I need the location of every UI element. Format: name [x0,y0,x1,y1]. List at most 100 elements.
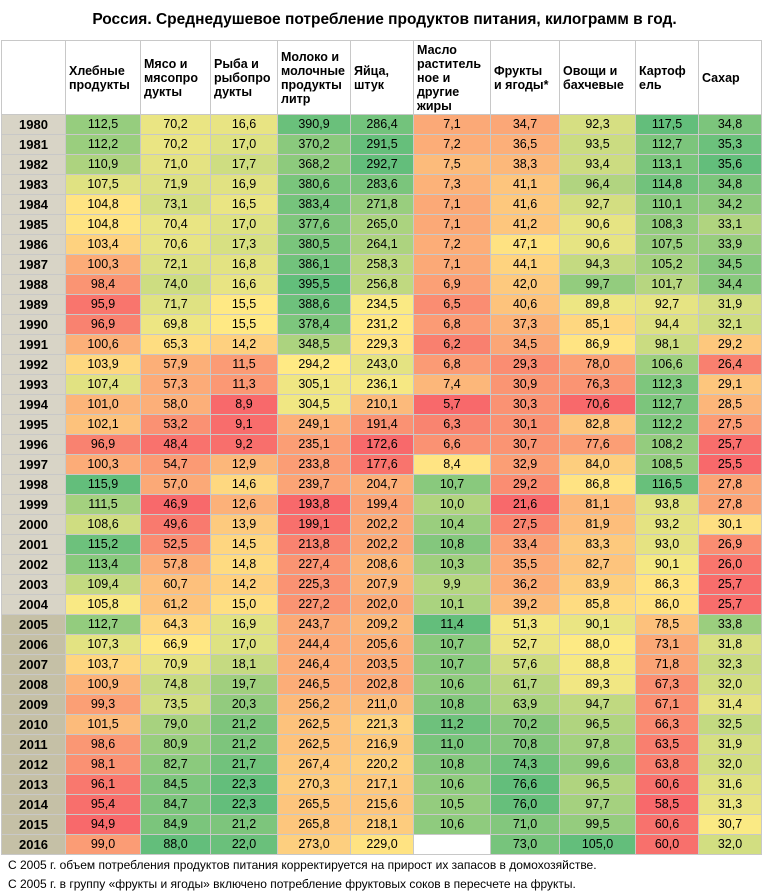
value-cell: 246,4 [277,654,351,675]
value-cell: 34,5 [698,254,762,275]
table-row: 2015 94,9 84,9 21,2 265,8 218,1 10,6 71,0 99,5 60… [1,814,762,835]
value-cell: 57,6 [490,654,560,675]
value-cell: 27,8 [698,494,762,515]
value-cell: 11,2 [413,714,491,735]
value-cell: 98,1 [65,754,141,775]
value-cell: 112,2 [635,414,699,435]
value-cell: 57,9 [140,354,211,375]
value-cell: 16,6 [210,274,278,295]
value-cell: 26,0 [698,554,762,575]
value-cell: 89,3 [559,674,636,695]
value-cell: 103,7 [65,654,141,675]
value-cell: 77,6 [559,434,636,455]
value-cell: 273,0 [277,834,351,855]
value-cell: 227,4 [277,554,351,575]
value-cell: 5,7 [413,394,491,415]
value-cell: 207,9 [350,574,414,595]
value-cell: 36,2 [490,574,560,595]
value-cell: 38,3 [490,154,560,175]
value-cell: 31,3 [698,794,762,815]
value-cell: 97,8 [559,734,636,755]
column-header: Картоф ель [635,40,699,115]
value-cell: 71,8 [635,654,699,675]
value-cell: 202,2 [350,534,414,555]
value-cell: 94,9 [65,814,141,835]
value-cell: 112,7 [635,394,699,415]
table-row: 2001 115,2 52,5 14,5 213,8 202,2 10,8 33,4 83,3 9… [1,534,762,555]
value-cell: 41,1 [490,174,560,195]
value-cell: 20,3 [210,694,278,715]
value-cell: 51,3 [490,614,560,635]
value-cell: 215,6 [350,794,414,815]
value-cell: 109,4 [65,574,141,595]
value-cell: 90,6 [559,214,636,235]
value-cell: 21,2 [210,714,278,735]
value-cell: 11,3 [210,374,278,395]
value-cell: 96,9 [65,314,141,335]
value-cell: 32,0 [698,674,762,695]
value-cell: 71,0 [140,154,211,175]
value-cell: 70,2 [490,714,560,735]
value-cell: 73,5 [140,694,211,715]
value-cell: 7,5 [413,154,491,175]
value-cell: 112,7 [65,614,141,635]
value-cell: 34,2 [698,194,762,215]
value-cell: 105,8 [65,594,141,615]
value-cell: 112,3 [635,374,699,395]
value-cell: 265,5 [277,794,351,815]
value-cell: 63,5 [635,734,699,755]
value-cell: 29,3 [490,354,560,375]
year-cell: 1980 [1,114,66,135]
value-cell: 10,8 [413,694,491,715]
year-cell: 1998 [1,474,66,495]
value-cell: 383,4 [277,194,351,215]
year-cell: 2003 [1,574,66,595]
value-cell: 31,9 [698,294,762,315]
year-cell: 2007 [1,654,66,675]
value-cell: 6,3 [413,414,491,435]
value-cell: 34,5 [490,334,560,355]
table-row: 2009 99,3 73,5 20,3 256,2 211,0 10,8 63,9 94,7 67… [1,694,762,715]
value-cell: 6,2 [413,334,491,355]
value-cell: 7,2 [413,234,491,255]
table-row: 1982 110,9 71,0 17,7 368,2 292,7 7,5 38,3 93,4 11… [1,154,762,175]
table-row: 2007 103,7 70,9 18,1 246,4 203,5 10,7 57,6 88,8 7… [1,654,762,675]
value-cell: 191,4 [350,414,414,435]
value-cell: 6,8 [413,354,491,375]
year-cell: 2010 [1,714,66,735]
value-cell: 112,5 [65,114,141,135]
value-cell: 74,8 [140,674,211,695]
value-cell: 291,5 [350,134,414,155]
value-cell: 114,8 [635,174,699,195]
year-cell: 1988 [1,274,66,295]
table-row: 2011 98,6 80,9 21,2 262,5 216,9 11,0 70,8 97,8 63… [1,734,762,755]
year-cell: 2011 [1,734,66,755]
value-cell: 88,8 [559,654,636,675]
value-cell: 35,5 [490,554,560,575]
value-cell: 96,5 [559,714,636,735]
value-cell [413,834,491,855]
table-row: 2002 113,4 57,8 14,8 227,4 208,6 10,3 35,5 82,7 9… [1,554,762,575]
table-row: 2013 96,1 84,5 22,3 270,3 217,1 10,6 76,6 96,5 60… [1,774,762,795]
value-cell: 395,5 [277,274,351,295]
value-cell: 66,3 [635,714,699,735]
value-cell: 83,9 [559,574,636,595]
value-cell: 205,6 [350,634,414,655]
value-cell: 36,5 [490,134,560,155]
value-cell: 7,4 [413,374,491,395]
table-row: 1997 100,3 54,7 12,9 233,8 177,6 8,4 32,9 84,0 10… [1,454,762,475]
value-cell: 22,0 [210,834,278,855]
value-cell: 16,9 [210,614,278,635]
value-cell: 113,4 [65,554,141,575]
value-cell: 10,6 [413,814,491,835]
table-row: 1987 100,3 72,1 16,8 386,1 258,3 7,1 44,1 94,3 10… [1,254,762,275]
year-cell: 1982 [1,154,66,175]
value-cell: 243,0 [350,354,414,375]
value-cell: 271,8 [350,194,414,215]
value-cell: 32,0 [698,834,762,855]
year-cell: 1981 [1,134,66,155]
value-cell: 264,1 [350,234,414,255]
value-cell: 9,9 [413,574,491,595]
value-cell: 97,7 [559,794,636,815]
value-cell: 14,2 [210,334,278,355]
